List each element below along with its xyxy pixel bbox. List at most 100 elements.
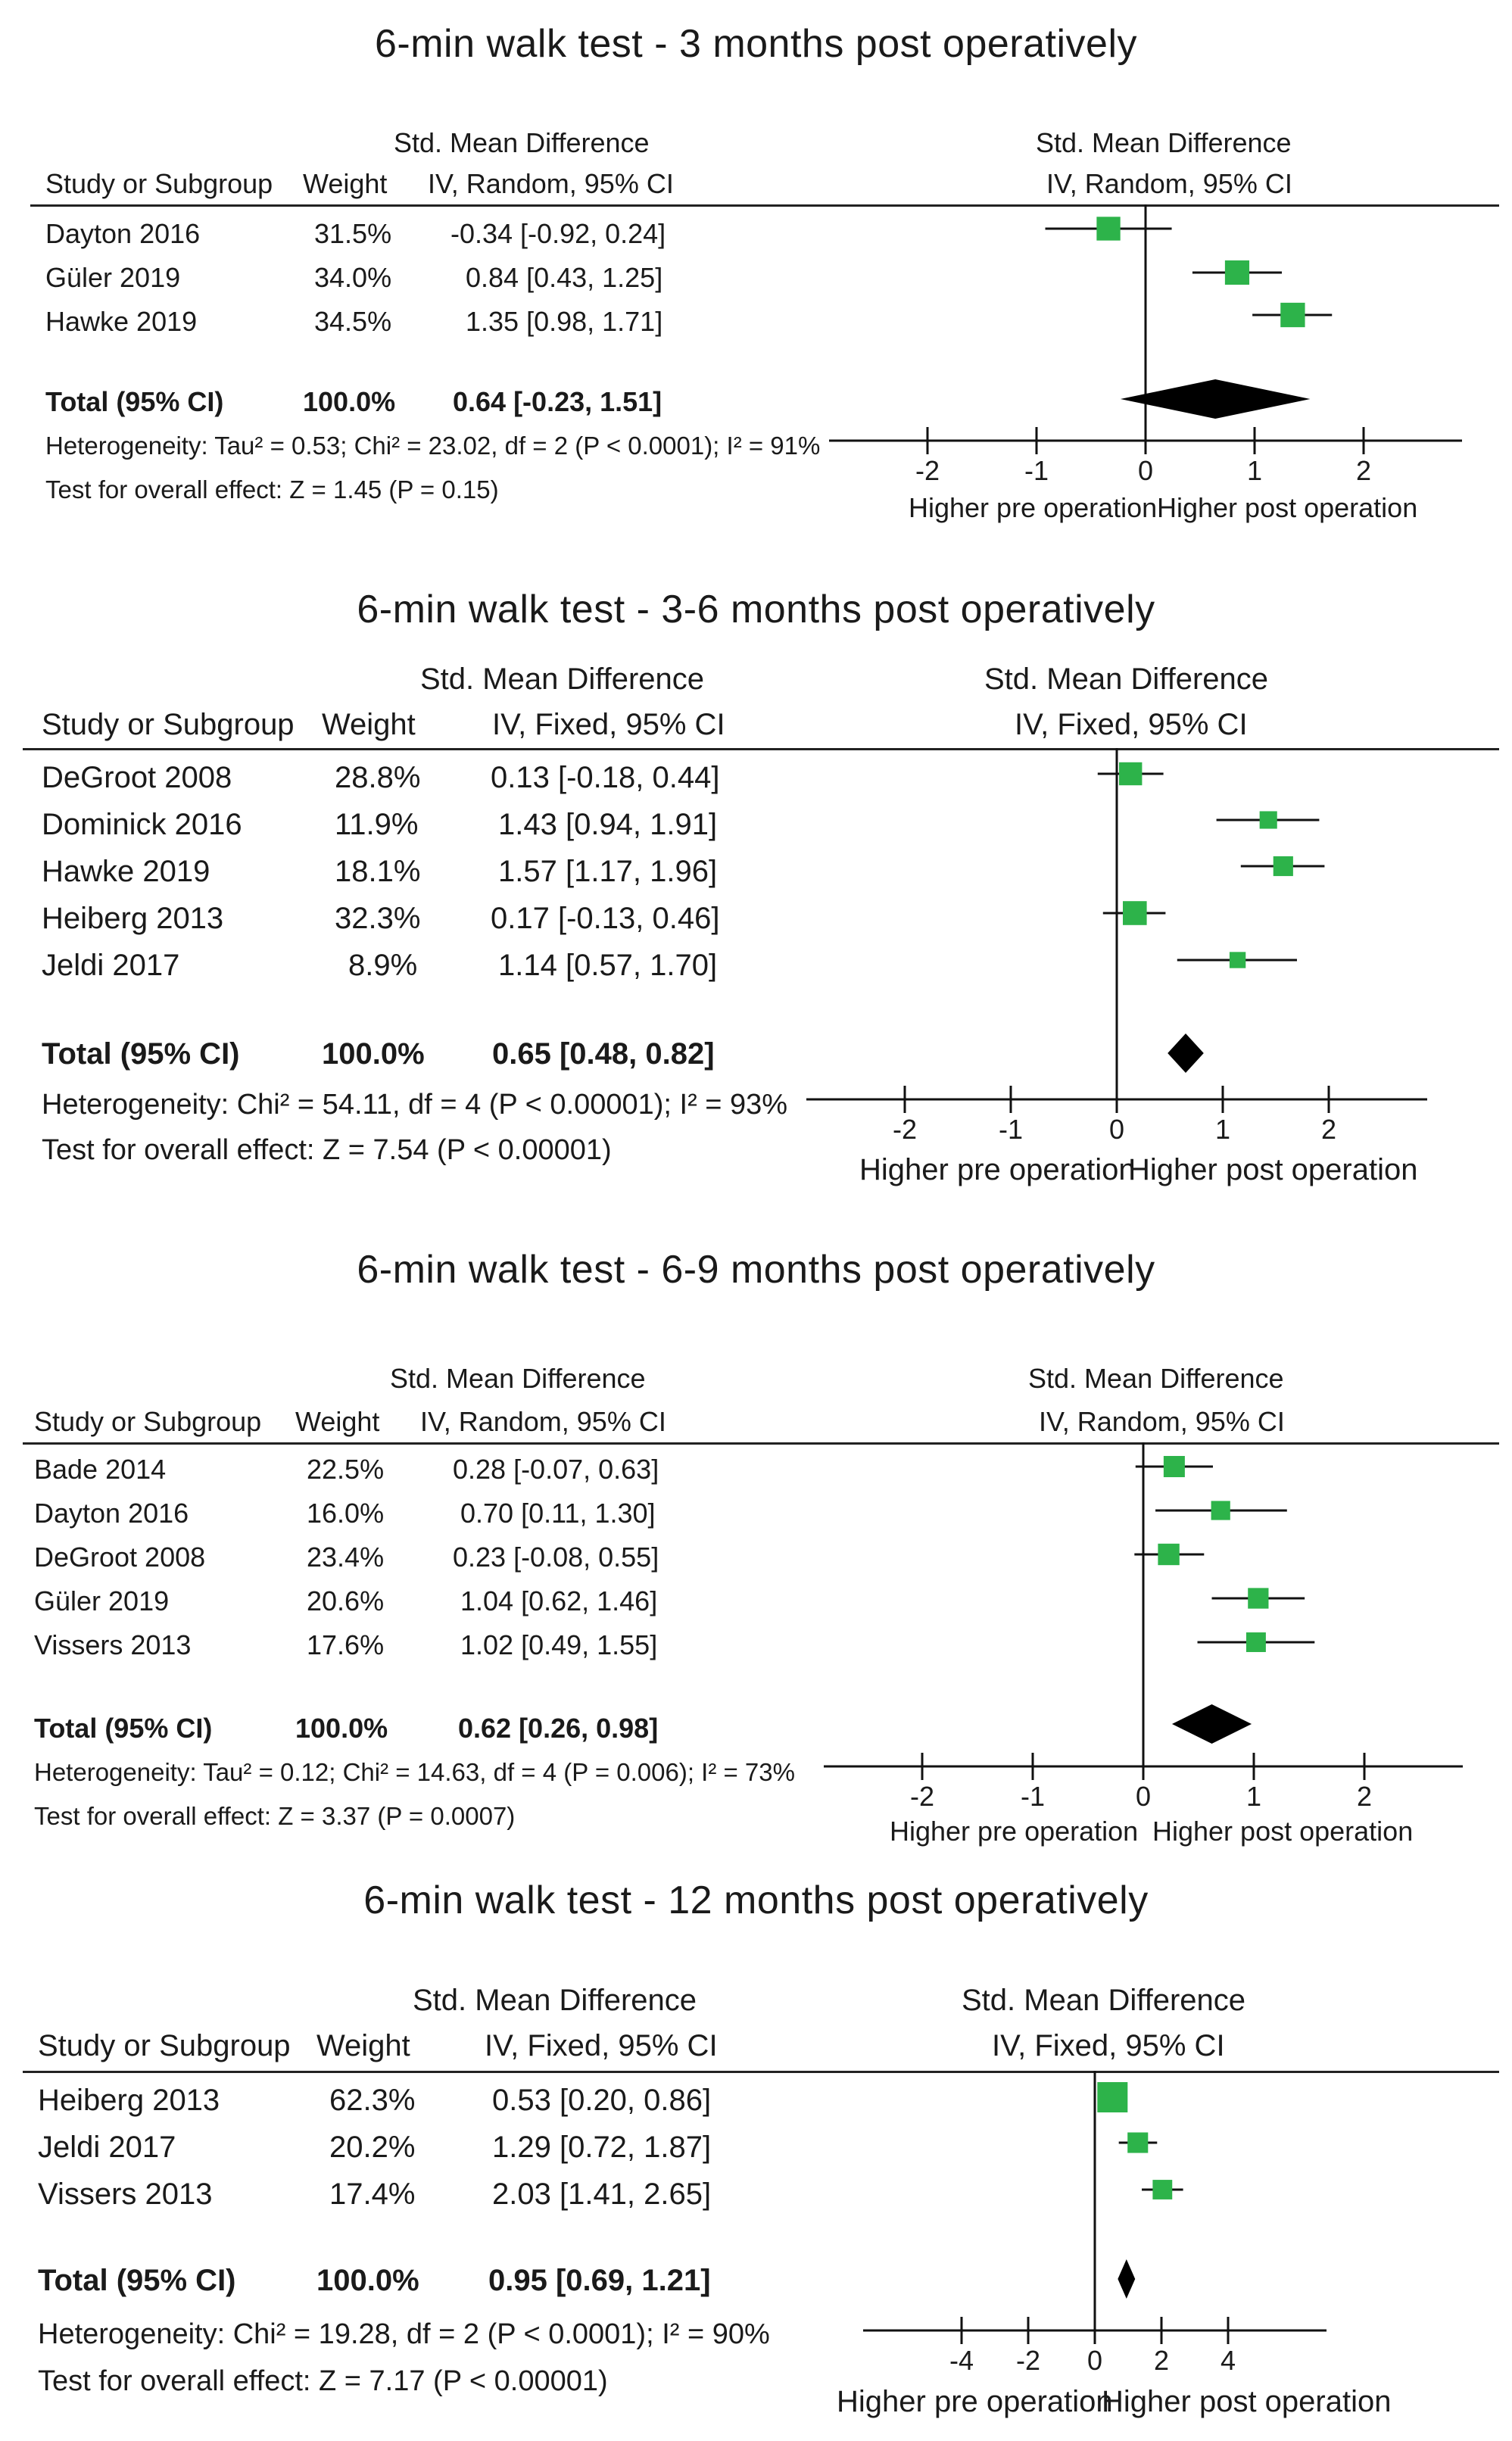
study-name: DeGroot 2008: [42, 761, 232, 794]
pooled-estimate-diamond: [1118, 2259, 1136, 2299]
col-study: Study or Subgroup: [42, 708, 295, 741]
study-weight: 22.5%: [307, 1454, 385, 1485]
x-label-right: Higher post operation: [1157, 492, 1418, 523]
header-rule: [23, 748, 1499, 750]
study-name: Jeldi 2017: [42, 949, 180, 982]
point-estimate-square: [1248, 1588, 1269, 1609]
x-tick-label: -1: [999, 1114, 1023, 1145]
heterogeneity-text: Heterogeneity: Chi² = 19.28, df = 2 (P <…: [38, 2318, 770, 2350]
forest-plot: -2 -1 0 1 2: [806, 748, 1427, 1145]
x-tick-label: -1: [1021, 1781, 1045, 1812]
study-name: Dayton 2016: [34, 1498, 189, 1529]
total-ci: 0.65 [0.48, 0.82]: [492, 1037, 715, 1071]
point-estimate-square: [1097, 2082, 1128, 2112]
x-label-left: Higher pre operation: [837, 2385, 1113, 2418]
col-header-smd: Std. Mean Difference: [420, 662, 705, 696]
col-weight: Weight: [303, 168, 388, 199]
overall-effect-text: Test for overall effect: Z = 3.37 (P = 0…: [34, 1802, 516, 1830]
point-estimate-square: [1127, 2132, 1149, 2153]
total-label: Total (95% CI): [45, 386, 224, 417]
total-label: Total (95% CI): [38, 2264, 236, 2297]
study-ci: 0.23 [-0.08, 0.55]: [453, 1542, 659, 1573]
study-weight: 23.4%: [307, 1542, 385, 1573]
study-ci: 1.04 [0.62, 1.46]: [460, 1585, 658, 1616]
study-name: Güler 2019: [45, 262, 181, 293]
plot-header-method: IV, Random, 95% CI: [1039, 1406, 1285, 1437]
x-label-left: Higher pre operation: [859, 1153, 1136, 1186]
study-ci: 1.57 [1.17, 1.96]: [498, 855, 718, 888]
study-ci: 0.84 [0.43, 1.25]: [466, 262, 663, 293]
study-weight: 18.1%: [335, 855, 421, 888]
x-label-left: Higher pre operation: [890, 1816, 1139, 1847]
point-estimate-square: [1259, 811, 1277, 829]
point-estimate-square: [1123, 901, 1147, 925]
study-name: Hawke 2019: [45, 306, 198, 337]
pooled-estimate-diamond: [1171, 1704, 1252, 1744]
col-weight: Weight: [322, 708, 416, 741]
pooled-estimate-diamond: [1168, 1033, 1204, 1073]
plot-header-smd: Std. Mean Difference: [1028, 1363, 1284, 1394]
study-ci: 1.14 [0.57, 1.70]: [498, 949, 718, 982]
x-tick-label: 1: [1246, 1781, 1261, 1812]
x-label-right: Higher post operation: [1152, 1816, 1414, 1847]
header-rule: [23, 1442, 1499, 1445]
point-estimate-square: [1119, 762, 1143, 786]
x-tick-label: -4: [949, 2345, 974, 2376]
point-estimate-square: [1280, 302, 1305, 328]
point-estimate-square: [1224, 260, 1250, 285]
point-estimate-square: [1163, 1455, 1185, 1478]
x-tick-label: -2: [915, 455, 940, 486]
point-estimate-square: [1245, 1632, 1266, 1652]
study-name: Heiberg 2013: [42, 902, 224, 935]
study-name: DeGroot 2008: [34, 1542, 206, 1573]
col-study: Study or Subgroup: [34, 1406, 262, 1437]
overall-effect-text: Test for overall effect: Z = 1.45 (P = 0…: [45, 475, 499, 503]
plot-header-method: IV, Random, 95% CI: [1046, 168, 1292, 199]
study-ci: 0.17 [-0.13, 0.46]: [491, 902, 720, 935]
study-name: Bade 2014: [34, 1454, 167, 1485]
plot-header-method: IV, Fixed, 95% CI: [1015, 708, 1248, 741]
x-tick-label: -2: [893, 1114, 917, 1145]
x-tick-label: 0: [1087, 2345, 1102, 2376]
col-method: IV, Fixed, 95% CI: [485, 2029, 718, 2062]
x-tick-label: 2: [1356, 455, 1371, 486]
pooled-estimate-diamond: [1120, 379, 1311, 419]
x-tick-label: 4: [1221, 2345, 1236, 2376]
total-label: Total (95% CI): [42, 1037, 240, 1071]
x-tick-label: -2: [910, 1781, 934, 1812]
x-tick-label: 0: [1109, 1114, 1124, 1145]
col-header-smd: Std. Mean Difference: [390, 1363, 646, 1394]
x-tick-label: 0: [1136, 1781, 1151, 1812]
study-weight: 20.6%: [307, 1585, 385, 1616]
study-weight: 20.2%: [329, 2131, 416, 2164]
study-ci: 1.02 [0.49, 1.55]: [460, 1629, 658, 1660]
study-name: Jeldi 2017: [38, 2131, 176, 2164]
x-tick-label: -1: [1024, 455, 1049, 486]
col-study: Study or Subgroup: [38, 2029, 291, 2062]
point-estimate-square: [1211, 1501, 1230, 1520]
study-weight: 16.0%: [307, 1498, 385, 1529]
panel-title: 6-min walk test - 3-6 months post operat…: [357, 588, 1155, 631]
total-label: Total (95% CI): [34, 1713, 213, 1744]
study-weight: 32.3%: [335, 902, 421, 935]
study-weight: 34.5%: [314, 306, 392, 337]
study-ci: -0.34 [-0.92, 0.24]: [450, 218, 666, 249]
panel-title: 6-min walk test - 3 months post operativ…: [374, 22, 1137, 66]
x-tick-label: 1: [1215, 1114, 1230, 1145]
study-ci: 0.70 [0.11, 1.30]: [460, 1498, 656, 1529]
header-rule: [30, 204, 1499, 207]
study-name: Dayton 2016: [45, 218, 201, 249]
study-weight: 8.9%: [348, 949, 418, 982]
study-name: Heiberg 2013: [38, 2084, 220, 2117]
point-estimate-square: [1152, 2180, 1173, 2199]
total-weight: 100.0%: [295, 1713, 388, 1744]
study-weight: 34.0%: [314, 262, 392, 293]
study-name: Hawke 2019: [42, 855, 210, 888]
col-header-smd: Std. Mean Difference: [394, 127, 650, 158]
x-label-left: Higher pre operation: [909, 492, 1158, 523]
study-weight: 11.9%: [335, 808, 419, 841]
total-ci: 0.64 [-0.23, 1.51]: [453, 386, 662, 417]
study-ci: 0.28 [-0.07, 0.63]: [453, 1454, 659, 1485]
study-name: Dominick 2016: [42, 808, 242, 841]
point-estimate-square: [1229, 952, 1246, 968]
